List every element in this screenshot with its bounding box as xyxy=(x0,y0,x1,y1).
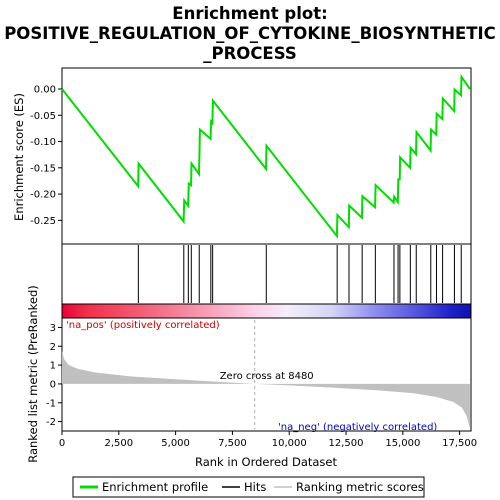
legend: Enrichment profile Hits Ranking metric s… xyxy=(72,476,425,498)
es-y-axis-label: Enrichment score (ES) xyxy=(12,93,26,221)
es-y-tick-label: 0.00 xyxy=(34,85,56,96)
title-line-2: POSITIVE_REGULATION_OF_CYTOKINE_BIOSYNTH… xyxy=(4,24,496,43)
ranked-y-tick-label: 3 xyxy=(50,323,56,334)
zero-cross-label: Zero cross at 8480 xyxy=(220,371,314,382)
es-y-tick-label: -0.20 xyxy=(30,190,56,201)
es-y-axis: 0.00 -0.05 -0.10 -0.15 -0.20 -0.25 xyxy=(30,85,62,227)
legend-box xyxy=(72,476,425,498)
ranked-panel-frame xyxy=(61,317,472,432)
hit-marks xyxy=(137,245,462,303)
x-tick-label: 15,000 xyxy=(385,438,420,449)
es-y-tick-label: -0.05 xyxy=(30,111,56,122)
es-y-tick-label: -0.10 xyxy=(30,137,56,148)
ranked-y-tick-label: -2 xyxy=(46,417,56,428)
legend-ranking-label: Ranking metric scores xyxy=(296,480,424,494)
es-y-tick-label: -0.25 xyxy=(30,216,56,227)
es-y-tick-label: -0.15 xyxy=(30,163,56,174)
x-tick-label: 10,000 xyxy=(272,438,307,449)
x-tick-label: 7,500 xyxy=(218,438,247,449)
x-axis-label: Rank in Ordered Dataset xyxy=(195,455,338,469)
positive-correlated-label: 'na_pos' (positively correlated) xyxy=(66,320,220,331)
enrichment-profile-line xyxy=(61,73,471,239)
ranked-y-tick-label: 2 xyxy=(50,342,56,353)
title-line-3: _PROCESS xyxy=(203,44,296,63)
x-tick-label: 5,000 xyxy=(161,438,190,449)
x-tick-label: 17,500 xyxy=(442,438,477,449)
x-tick-label: 2,500 xyxy=(104,438,133,449)
x-tick-label: 0 xyxy=(59,438,65,449)
ranked-y-tick-label: -1 xyxy=(46,398,56,409)
colorbar-fill xyxy=(62,304,471,318)
x-tick-label: 12,500 xyxy=(329,438,364,449)
title-line-1: Enrichment plot: xyxy=(172,4,327,23)
ranked-y-axis: 3 2 1 0 -1 -2 xyxy=(46,323,62,428)
negative-correlated-label: 'na_neg' (negatively correlated) xyxy=(278,422,437,433)
rank-color-bar xyxy=(62,304,471,318)
ranked-y-tick-label: 1 xyxy=(50,361,56,372)
x-axis: 0 2,500 5,000 7,500 10,000 12,500 15,000 17,500 xyxy=(59,431,477,449)
legend-hits-label: Hits xyxy=(244,480,266,494)
ranked-y-tick-label: 0 xyxy=(50,379,56,390)
legend-enrichment-label: Enrichment profile xyxy=(102,480,208,494)
ranked-y-axis-label: Ranked list metric (PreRanked) xyxy=(26,285,40,463)
ranking-metric-area xyxy=(62,351,470,429)
